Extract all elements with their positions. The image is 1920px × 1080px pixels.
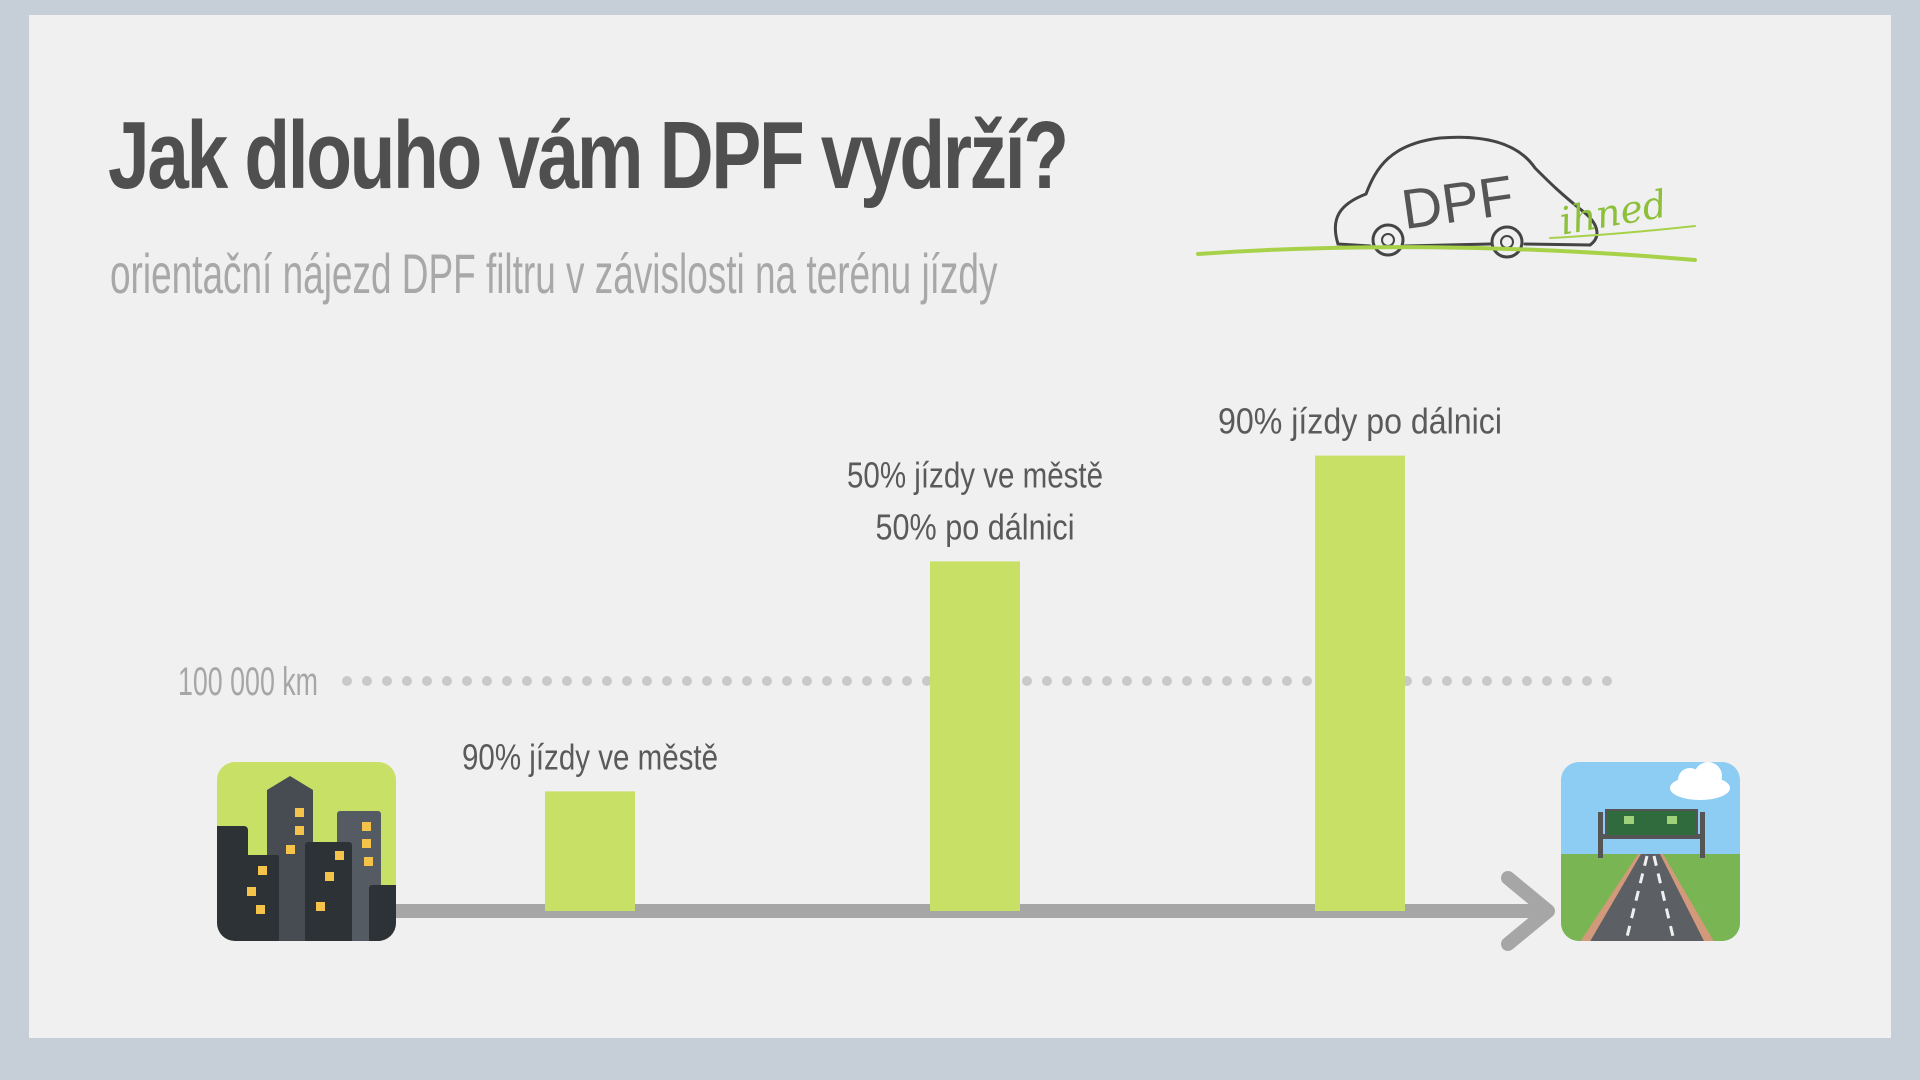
bar-1-label-line-1: 90% jízdy ve městě: [462, 736, 718, 777]
x-axis-arrow-head: [1501, 871, 1555, 951]
reference-line-label: 100 000 km: [178, 660, 318, 704]
bar-2: [930, 561, 1020, 911]
bar-series: 90% jízdy ve městě 50% jízdy ve městě 50% …: [462, 401, 1502, 911]
bar-2-label-line-1: 50% jízdy ve městě: [847, 454, 1103, 495]
bar-1: [545, 791, 635, 911]
bar-3-label-line-1: 90% jízdy po dálnici: [1218, 401, 1502, 442]
bar-2-label-line-2: 50% po dálnici: [876, 506, 1075, 547]
bar-3: [1315, 455, 1405, 911]
logo-dpf-text: DPF: [1397, 163, 1517, 241]
city-buildings-icon: [217, 762, 396, 941]
dpf-ihned-logo: DPF ihned: [1196, 135, 1697, 262]
page-subtitle: orientační nájezd DPF filtru v závislost…: [110, 242, 998, 305]
page-title: Jak dlouho vám DPF vydrží?: [108, 102, 1069, 209]
highway-road-icon: [1561, 762, 1740, 941]
